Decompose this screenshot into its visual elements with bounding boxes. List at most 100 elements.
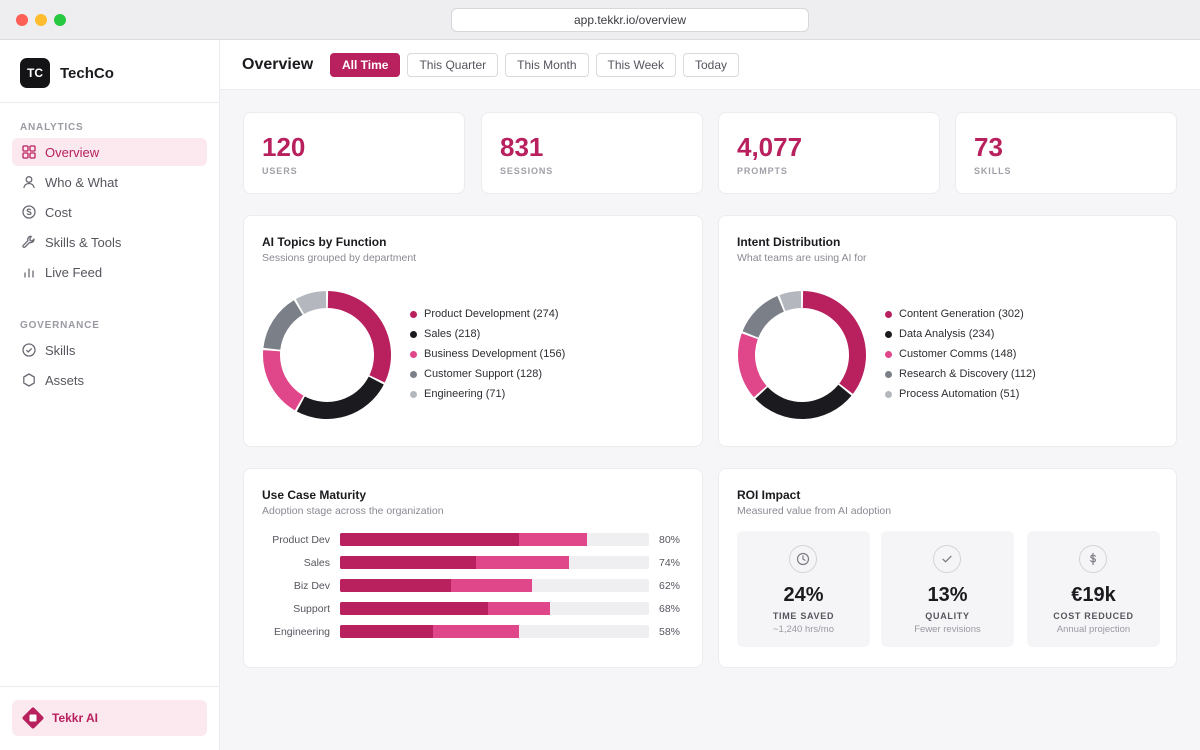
legend-label: Data Analysis (234) xyxy=(899,328,995,340)
intent-slice-2 xyxy=(738,333,767,398)
brand[interactable]: TC TechCo xyxy=(20,58,114,88)
sidebar-item-skills-tools[interactable]: Skills & Tools xyxy=(12,228,207,256)
legend-label: Content Generation (302) xyxy=(899,308,1024,320)
sidebar: TC TechCo ANALYTICS Overview Who & What … xyxy=(0,40,220,750)
roi-sublabel: Fewer revisions xyxy=(914,624,981,635)
sidebar-item-overview[interactable]: Overview xyxy=(12,138,207,166)
roi-value: €19k xyxy=(1071,584,1116,606)
intent-card: Intent Distribution What teams are using… xyxy=(718,215,1177,447)
card-title: Use Case Maturity xyxy=(262,488,367,502)
legend-item: Data Analysis (234) xyxy=(885,324,1036,344)
legend-item: Business Development (156) xyxy=(410,344,565,364)
stat-card-skills: 73 SKILLS xyxy=(955,112,1177,194)
legend-swatch xyxy=(885,330,892,338)
maturity-row: Biz Dev 62% xyxy=(262,579,702,593)
roi-sublabel: Annual projection xyxy=(1056,624,1131,635)
filter-this-week[interactable]: This Week xyxy=(595,53,676,77)
roi-tile-cost-reduced: €19k COST REDUCED Annual projection xyxy=(1027,531,1160,647)
legend-swatch xyxy=(410,370,417,378)
card-subtitle: Measured value from AI adoption xyxy=(737,505,892,517)
topics-slice-2 xyxy=(263,350,304,411)
legend-item: Engineering (71) xyxy=(410,384,565,404)
brand-logo: TC xyxy=(20,58,50,88)
stat-card-users: 120 USERS xyxy=(243,112,465,194)
sidebar-item-label: Cost xyxy=(45,204,72,220)
sidebar-item-who-what[interactable]: Who & What xyxy=(12,168,207,196)
legend-swatch xyxy=(410,390,417,398)
legend-label: Engineering (71) xyxy=(424,388,506,400)
legend-label: Sales (218) xyxy=(424,328,481,340)
top-bar: Overview All Time This Quarter This Mont… xyxy=(220,40,1200,90)
card-title: AI Topics by Function xyxy=(262,235,387,249)
roi-card: ROI Impact Measured value from AI adopti… xyxy=(718,468,1177,668)
tekkr-ai-button[interactable]: Tekkr AI xyxy=(12,700,207,736)
legend-item: Process Automation (51) xyxy=(885,384,1036,404)
card-subtitle: Sessions grouped by department xyxy=(262,252,417,264)
topics-slice-4 xyxy=(295,291,327,314)
card-subtitle: What teams are using AI for xyxy=(737,252,867,264)
stat-label: SESSIONS xyxy=(500,166,554,176)
bar-core xyxy=(340,625,433,638)
bar-label: Product Dev xyxy=(272,534,330,546)
filter-all-time[interactable]: All Time xyxy=(330,53,401,77)
bar-chart-icon xyxy=(22,265,36,279)
legend-item: Customer Support (128) xyxy=(410,364,565,384)
roi-label: QUALITY xyxy=(925,611,970,621)
stat-card-prompts: 4,077 PROMPTS xyxy=(718,112,940,194)
sidebar-item-cost[interactable]: Cost xyxy=(12,198,207,226)
legend-swatch xyxy=(885,310,892,318)
wrench-icon xyxy=(22,235,36,249)
coin-icon xyxy=(22,205,36,219)
bar-track xyxy=(340,625,649,638)
sidebar-item-label: Skills xyxy=(45,342,76,358)
roi-tile-quality: 13% QUALITY Fewer revisions xyxy=(881,531,1014,647)
sidebar-item-assets[interactable]: Assets xyxy=(12,366,207,394)
close-window-button[interactable] xyxy=(16,14,28,26)
intent-slice-0 xyxy=(802,291,866,394)
roi-label: TIME SAVED xyxy=(772,611,835,621)
bar-label: Support xyxy=(293,603,330,615)
card-title: Intent Distribution xyxy=(737,235,841,249)
filter-this-month[interactable]: This Month xyxy=(505,53,589,77)
topics-donut-chart xyxy=(263,291,391,419)
minimize-window-button[interactable] xyxy=(35,14,47,26)
maximize-window-button[interactable] xyxy=(54,14,66,26)
bar-core xyxy=(340,579,452,592)
intent-slice-4 xyxy=(779,291,802,312)
roi-value: 24% xyxy=(783,584,824,606)
sidebar-item-live-feed[interactable]: Live Feed xyxy=(12,258,207,286)
stat-label: SKILLS xyxy=(974,166,1012,176)
section-label-analytics: ANALYTICS xyxy=(20,122,84,133)
brand-name: TechCo xyxy=(60,64,114,82)
maturity-card: Use Case Maturity Adoption stage across … xyxy=(243,468,703,668)
roi-value: 13% xyxy=(927,584,968,606)
user-icon xyxy=(22,175,36,189)
sidebar-item-label: Assets xyxy=(45,372,85,388)
legend-label: Research & Discovery (112) xyxy=(899,368,1036,380)
roi-tile-time-saved: 24% TIME SAVED ~1,240 hrs/mo xyxy=(737,531,870,647)
page-title: Overview xyxy=(242,56,314,73)
legend-swatch xyxy=(410,330,417,338)
sidebar-item-label: Live Feed xyxy=(45,264,103,280)
legend-swatch xyxy=(885,390,892,398)
legend-swatch xyxy=(885,370,892,378)
stat-card-sessions: 831 SESSIONS xyxy=(481,112,703,194)
filter-this-quarter[interactable]: This Quarter xyxy=(407,53,499,77)
legend-swatch xyxy=(885,350,892,358)
bar-core xyxy=(340,533,520,546)
check-icon xyxy=(933,545,961,573)
bar-track xyxy=(340,579,649,592)
diamond-icon xyxy=(20,705,46,731)
stat-label: USERS xyxy=(262,166,298,176)
browser-chrome: app.tekkr.io/overview xyxy=(0,0,1200,40)
address-bar[interactable]: app.tekkr.io/overview xyxy=(451,8,809,32)
sidebar-item-skills[interactable]: Skills xyxy=(12,336,207,364)
roi-label: COST REDUCED xyxy=(1053,611,1134,621)
legend-label: Product Development (274) xyxy=(424,308,559,320)
topics-slice-0 xyxy=(327,291,391,383)
stat-value: 120 xyxy=(262,132,306,162)
bar-track xyxy=(340,602,649,615)
topics-legend: Product Development (274) Sales (218) Bu… xyxy=(410,304,565,404)
bar-percent: 62% xyxy=(659,580,681,592)
filter-today[interactable]: Today xyxy=(682,53,740,77)
